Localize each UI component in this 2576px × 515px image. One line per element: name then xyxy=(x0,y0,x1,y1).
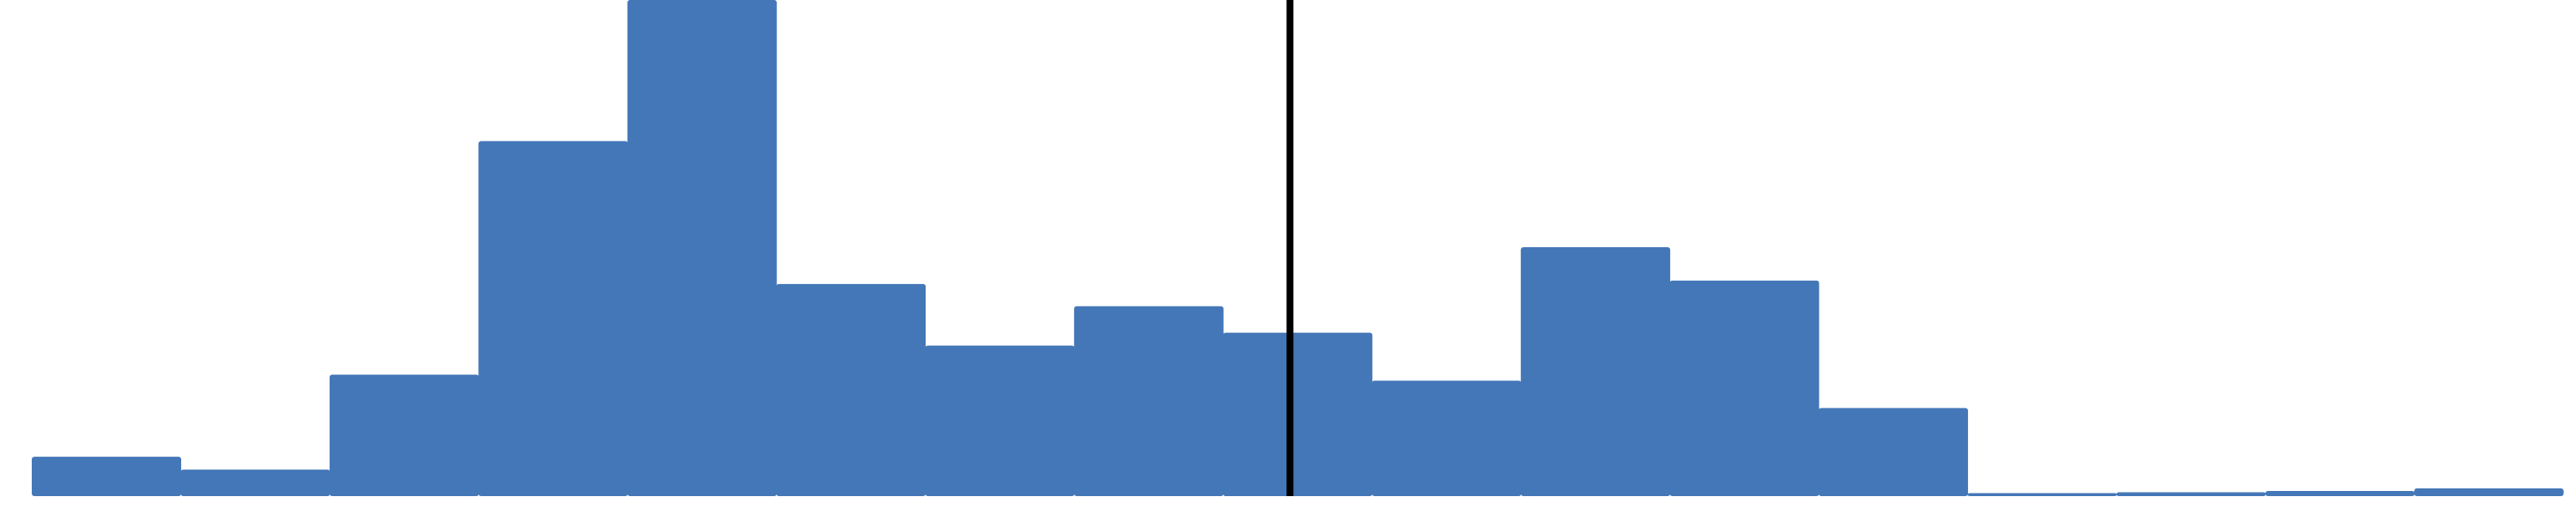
histogram-bar-1 xyxy=(32,457,182,496)
histogram-bar-12 xyxy=(1669,280,1820,496)
histogram-bar-6 xyxy=(776,283,927,496)
histogram-bar-9 xyxy=(1223,332,1373,496)
histogram-bar-11 xyxy=(1521,247,1671,496)
histogram-bar-17 xyxy=(2414,488,2564,496)
histogram-bar-10 xyxy=(1371,380,1522,496)
histogram-bar-16 xyxy=(2265,491,2415,496)
histogram-bar-15 xyxy=(2116,492,2266,496)
histogram-bar-14 xyxy=(1967,493,2117,496)
histogram-bar-5 xyxy=(627,0,777,496)
histogram-bars xyxy=(32,0,2564,496)
histogram-bar-2 xyxy=(180,470,331,496)
histogram-bar-7 xyxy=(925,345,1075,496)
histogram-bar-3 xyxy=(329,374,479,496)
histogram-bar-8 xyxy=(1073,306,1224,496)
histogram-bar-13 xyxy=(1818,408,1968,496)
histogram-bar-4 xyxy=(478,141,629,496)
